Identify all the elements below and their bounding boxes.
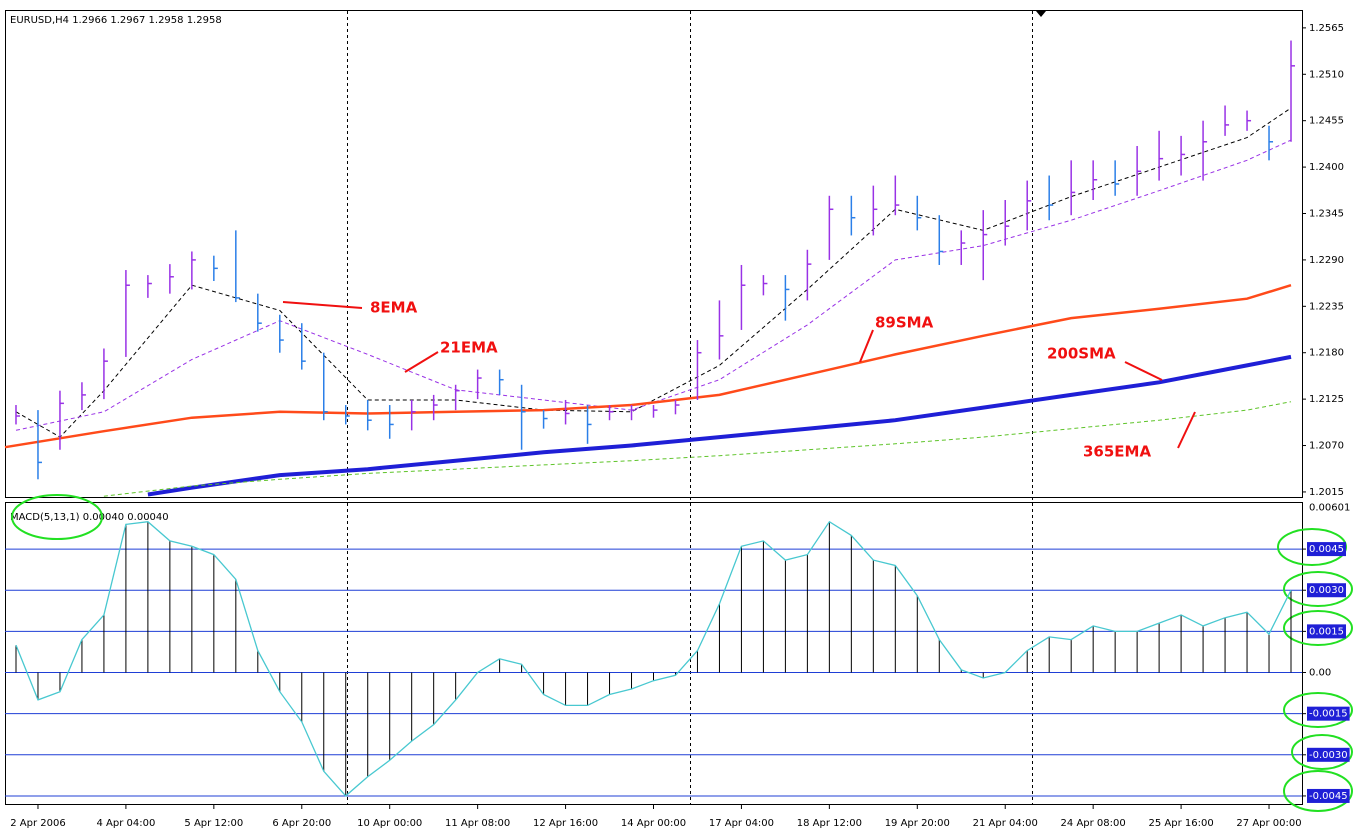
moving-average bbox=[103, 401, 1292, 497]
level-label-box bbox=[1307, 706, 1350, 721]
annotation-label: 89SMA bbox=[875, 314, 934, 332]
moving-average bbox=[15, 107, 1292, 438]
y-tick-label: 1.2015 bbox=[1309, 487, 1344, 498]
x-tick-label: 11 Apr 08:00 bbox=[445, 818, 510, 829]
annotation-arrow bbox=[282, 301, 363, 309]
oval bbox=[1283, 692, 1353, 728]
y-tick-label: 1.2290 bbox=[1309, 255, 1344, 266]
y-tick-label: 0.0030 bbox=[1309, 585, 1344, 596]
x-tick-label: 27 Apr 00:00 bbox=[1236, 818, 1301, 829]
y-tick-label: 1.2125 bbox=[1309, 394, 1344, 405]
y-tick-label: 0.0045 bbox=[1309, 544, 1344, 555]
moving-average bbox=[4, 284, 1292, 449]
y-tick-label: 1.2180 bbox=[1309, 348, 1344, 359]
y-tick-label: 1.2070 bbox=[1309, 441, 1344, 452]
oval bbox=[1283, 770, 1353, 812]
annotation-arrow bbox=[1177, 411, 1196, 449]
x-tick-label: 17 Apr 04:00 bbox=[709, 818, 774, 829]
annotation-label: 21EMA bbox=[440, 339, 498, 357]
x-tick-label: 6 Apr 20:00 bbox=[272, 818, 331, 829]
annotation-label: 365EMA bbox=[1083, 443, 1151, 461]
annotation-label: 8EMA bbox=[370, 299, 418, 317]
y-tick-label: 1.2510 bbox=[1309, 69, 1344, 80]
level-label-box bbox=[1307, 542, 1346, 557]
level-label-box bbox=[1307, 624, 1346, 639]
oval bbox=[1283, 571, 1353, 607]
price-title: EURUSD,H4 1.2966 1.2967 1.2958 1.2958 bbox=[10, 15, 222, 26]
highlight-ovals bbox=[11, 494, 1353, 812]
x-tick-label: 18 Apr 12:00 bbox=[797, 818, 862, 829]
macd-panel-frame bbox=[5, 502, 1303, 805]
x-tick-label: 19 Apr 20:00 bbox=[885, 818, 950, 829]
y-tick-label: -0.0030 bbox=[1309, 750, 1348, 761]
shift-marker bbox=[1036, 11, 1046, 17]
x-tick-label: 2 Apr 2006 bbox=[10, 818, 65, 829]
x-tick-label: 25 Apr 16:00 bbox=[1148, 818, 1213, 829]
annotation-label: 200SMA bbox=[1047, 345, 1116, 363]
x-tick-label: 21 Apr 04:00 bbox=[973, 818, 1038, 829]
annotation-arrow bbox=[1124, 361, 1163, 381]
y-tick-label: -0.0015 bbox=[1309, 709, 1348, 720]
y-tick-label: 0.00 bbox=[1309, 668, 1331, 679]
macd-title: MACD(5,13,1) 0.00040 0.00040 bbox=[10, 512, 169, 523]
y-tick-label: 1.2400 bbox=[1309, 162, 1344, 173]
oval bbox=[1291, 734, 1353, 770]
y-tick-label: 0.0015 bbox=[1309, 626, 1344, 637]
y-max-label: 0.00601 bbox=[1309, 503, 1350, 514]
level-label-box bbox=[1307, 583, 1346, 598]
moving-average bbox=[147, 354, 1292, 497]
y-tick-label: -0.0045 bbox=[1309, 791, 1348, 802]
y-tick-label: 1.2235 bbox=[1309, 301, 1344, 312]
moving-average bbox=[15, 139, 1292, 431]
annotation-arrow bbox=[404, 351, 439, 373]
annotation-arrow bbox=[859, 329, 874, 363]
signal-line bbox=[15, 520, 1292, 797]
level-label-box bbox=[1307, 747, 1350, 762]
x-tick-label: 5 Apr 12:00 bbox=[184, 818, 243, 829]
oval bbox=[11, 494, 103, 540]
x-tick-label: 4 Apr 04:00 bbox=[96, 818, 155, 829]
x-tick-label: 10 Apr 00:00 bbox=[357, 818, 422, 829]
level-label-box bbox=[1307, 788, 1350, 803]
y-tick-label: 1.2345 bbox=[1309, 209, 1344, 220]
y-tick-label: 1.2565 bbox=[1309, 23, 1344, 34]
oval bbox=[1283, 610, 1353, 646]
x-tick-label: 12 Apr 16:00 bbox=[533, 818, 598, 829]
x-tick-label: 14 Apr 00:00 bbox=[621, 818, 686, 829]
y-tick-label: 1.2455 bbox=[1309, 116, 1344, 127]
price-panel-frame bbox=[5, 10, 1303, 498]
x-tick-label: 24 Apr 08:00 bbox=[1061, 818, 1126, 829]
